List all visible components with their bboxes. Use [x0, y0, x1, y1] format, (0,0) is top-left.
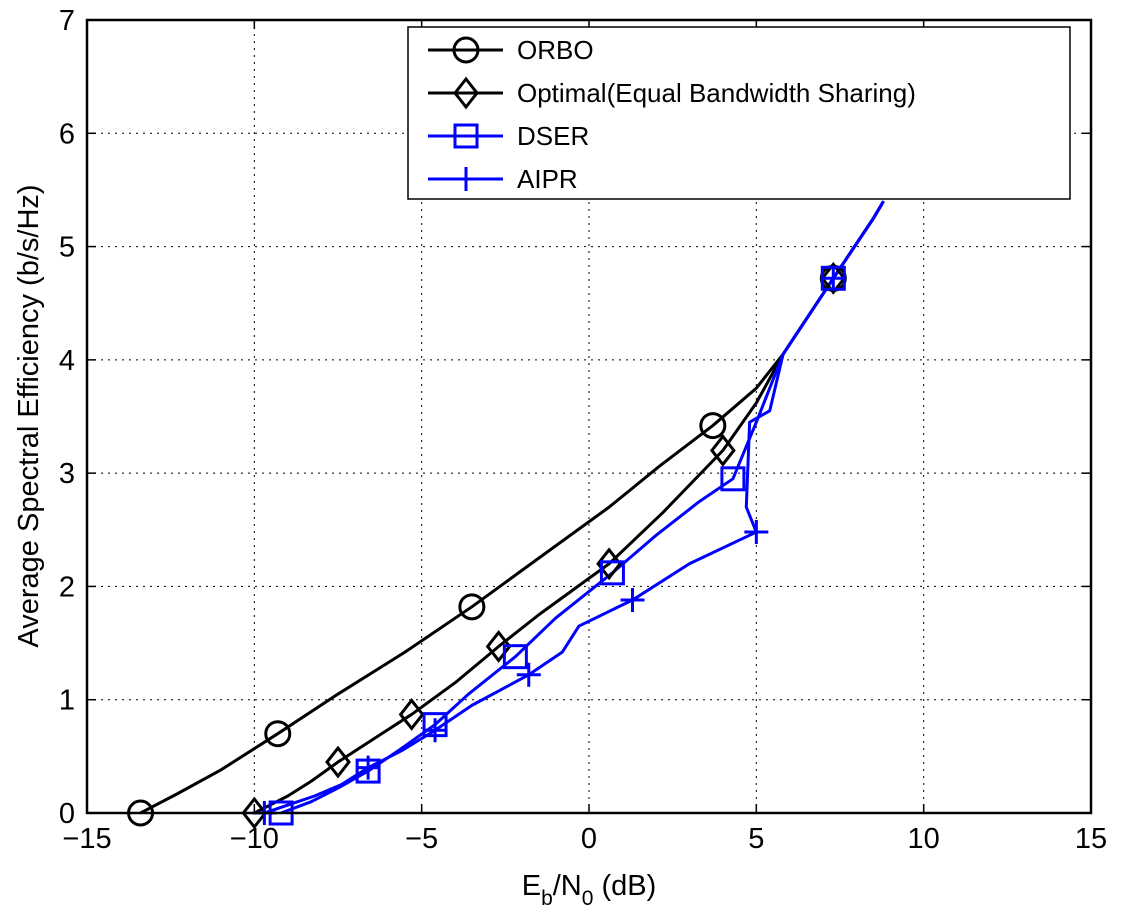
data-point-plus	[516, 662, 541, 687]
x-tick-label: 0	[581, 823, 597, 855]
data-point-diamond	[820, 261, 847, 295]
data-point-square	[720, 466, 746, 492]
y-tick-label: 3	[59, 458, 75, 490]
x-tick-label: −15	[62, 823, 111, 855]
y-tick-label: 2	[59, 571, 75, 603]
data-point-diamond	[709, 434, 736, 467]
series-line-circle	[139, 200, 885, 813]
y-tick-label: 4	[59, 345, 75, 377]
y-tick-label: 5	[59, 232, 75, 264]
data-point-diamond	[596, 547, 622, 581]
legend: ORBO Optimal(Equal Bandwidth Sharing) DSER…	[407, 26, 1071, 200]
series-lines	[139, 200, 885, 813]
x-tick-label: 15	[1075, 823, 1107, 855]
legend-marker-plus	[454, 167, 478, 191]
data-point-diamond	[325, 745, 351, 779]
data-point-diamond	[485, 630, 512, 663]
legend-label: AIPR	[517, 164, 578, 194]
data-point-circle	[458, 593, 486, 621]
x-axis-label: Eb/N0 (dB)	[522, 870, 657, 910]
data-point-circle	[264, 720, 292, 748]
y-tick-label: 0	[59, 798, 75, 830]
x-tick-label: −5	[405, 823, 438, 855]
data-point-circle	[699, 412, 727, 440]
axis-ticks	[86, 19, 1092, 814]
series-line-diamond	[253, 200, 885, 813]
y-tick-label: 7	[59, 5, 75, 37]
y-tick-label: 1	[59, 685, 75, 717]
tick-labels: −15 −10 −5 0 5 10 15 0 1 2 3 4 5 6 7	[59, 5, 1107, 855]
data-point-plus	[356, 755, 381, 780]
data-point-diamond	[398, 698, 425, 731]
x-tick-label: 10	[908, 823, 940, 855]
legend-box	[407, 26, 1071, 200]
x-tick-label: 5	[748, 823, 764, 855]
legend-label: Optimal(Equal Bandwidth Sharing)	[517, 78, 916, 108]
series-line-plus	[263, 200, 885, 813]
data-point-plus	[620, 588, 645, 613]
legend-marker-square	[453, 123, 479, 149]
series-markers	[127, 261, 847, 830]
data-point-plus	[744, 520, 769, 545]
y-tick-label: 6	[59, 118, 75, 150]
y-axis-label: Average Spectral Efficiency (b/s/Hz)	[13, 184, 45, 647]
data-point-plus	[821, 266, 846, 291]
legend-label: DSER	[517, 121, 589, 151]
series-line-square	[280, 200, 885, 813]
x-tick-label: −10	[230, 823, 279, 855]
data-point-diamond	[241, 796, 268, 830]
legend-marker-circle	[452, 36, 480, 64]
data-point-square	[502, 644, 528, 670]
legend-label: ORBO	[517, 35, 594, 65]
legend-marker-diamond	[453, 76, 479, 110]
data-point-plus	[423, 718, 448, 743]
data-point-square	[599, 560, 625, 586]
